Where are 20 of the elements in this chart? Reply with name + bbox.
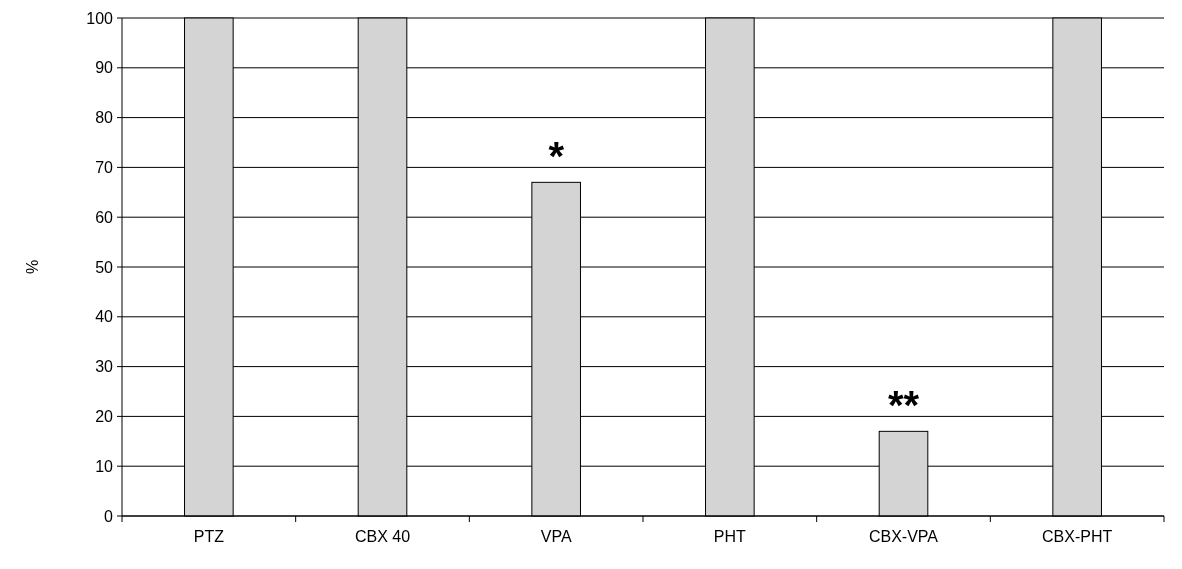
y-tick-label: 30	[95, 358, 114, 376]
x-tick-label: PTZ	[193, 528, 225, 545]
x-tick-label: PHT	[713, 528, 747, 545]
y-tick-label: 70	[95, 159, 114, 176]
y-tick-label: 20	[95, 408, 114, 425]
annotation: *	[548, 134, 565, 179]
x-tick-label: CBX-VPA	[868, 528, 939, 545]
y-tick-label: 40	[95, 308, 114, 326]
y-tick-label: 50	[95, 258, 114, 276]
y-tick-label: 80	[95, 109, 114, 127]
y-tick-label: 10	[95, 457, 114, 475]
y-tick-label: 100	[86, 9, 114, 27]
y-tick-label: 0	[104, 507, 114, 525]
x-tick-label: CBX 40	[354, 528, 411, 545]
x-tick-label: VPA	[540, 528, 572, 545]
x-tick-label: CBX-PHT	[1042, 528, 1113, 545]
y-tick-label: 90	[95, 59, 114, 77]
annotation: **	[887, 383, 920, 428]
y-axis-title: %	[24, 259, 41, 275]
y-tick-label: 60	[95, 208, 114, 226]
